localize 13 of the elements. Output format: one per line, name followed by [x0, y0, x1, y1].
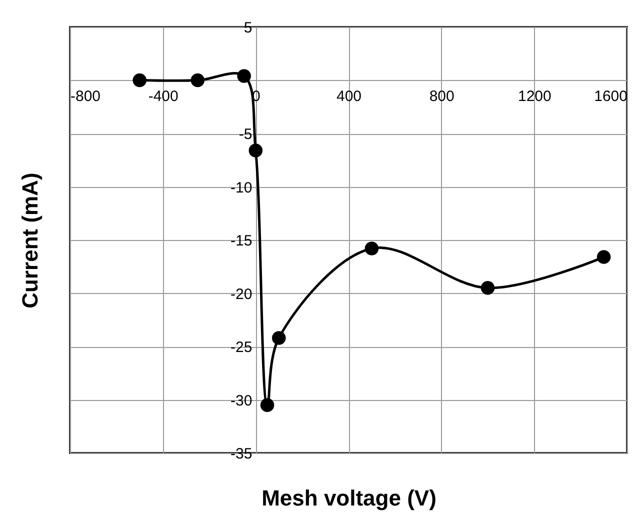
y-tick-label: -25	[230, 339, 252, 356]
x-tick-label: -800	[70, 88, 101, 105]
y-tick-label: -30	[230, 392, 252, 410]
y-tick-label: -15	[230, 232, 252, 250]
y-axis-title: Current (mA)	[18, 172, 42, 308]
x-axis-title: Mesh voltage (V)	[262, 486, 436, 510]
x-tick-label: 1200	[518, 88, 552, 105]
x-tick-label: 800	[429, 88, 454, 105]
y-tick-label: -10	[230, 179, 252, 196]
y-tick-label: -5	[238, 126, 252, 143]
x-tick-label: -400	[148, 88, 178, 105]
x-tick-label: 400	[336, 88, 362, 105]
y-tick-label: -20	[230, 286, 252, 303]
